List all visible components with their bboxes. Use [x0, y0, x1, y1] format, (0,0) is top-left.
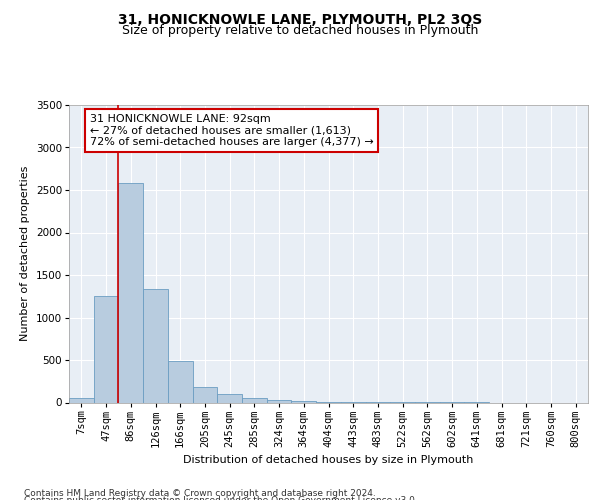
Bar: [267, 400, 292, 402]
Bar: [193, 387, 217, 402]
Text: Size of property relative to detached houses in Plymouth: Size of property relative to detached ho…: [122, 24, 478, 37]
Text: 31, HONICKNOWLE LANE, PLYMOUTH, PL2 3QS: 31, HONICKNOWLE LANE, PLYMOUTH, PL2 3QS: [118, 12, 482, 26]
Text: Contains public sector information licensed under the Open Government Licence v3: Contains public sector information licen…: [24, 496, 418, 500]
Bar: [143, 290, 168, 403]
Bar: [292, 401, 316, 402]
Bar: [118, 183, 143, 402]
X-axis label: Distribution of detached houses by size in Plymouth: Distribution of detached houses by size …: [184, 456, 473, 466]
Bar: [168, 361, 193, 403]
Bar: [217, 394, 242, 402]
Text: Contains HM Land Registry data © Crown copyright and database right 2024.: Contains HM Land Registry data © Crown c…: [24, 488, 376, 498]
Bar: [69, 398, 94, 402]
Bar: [94, 296, 118, 403]
Bar: [242, 398, 267, 402]
Y-axis label: Number of detached properties: Number of detached properties: [20, 166, 30, 342]
Text: 31 HONICKNOWLE LANE: 92sqm
← 27% of detached houses are smaller (1,613)
72% of s: 31 HONICKNOWLE LANE: 92sqm ← 27% of deta…: [90, 114, 374, 147]
